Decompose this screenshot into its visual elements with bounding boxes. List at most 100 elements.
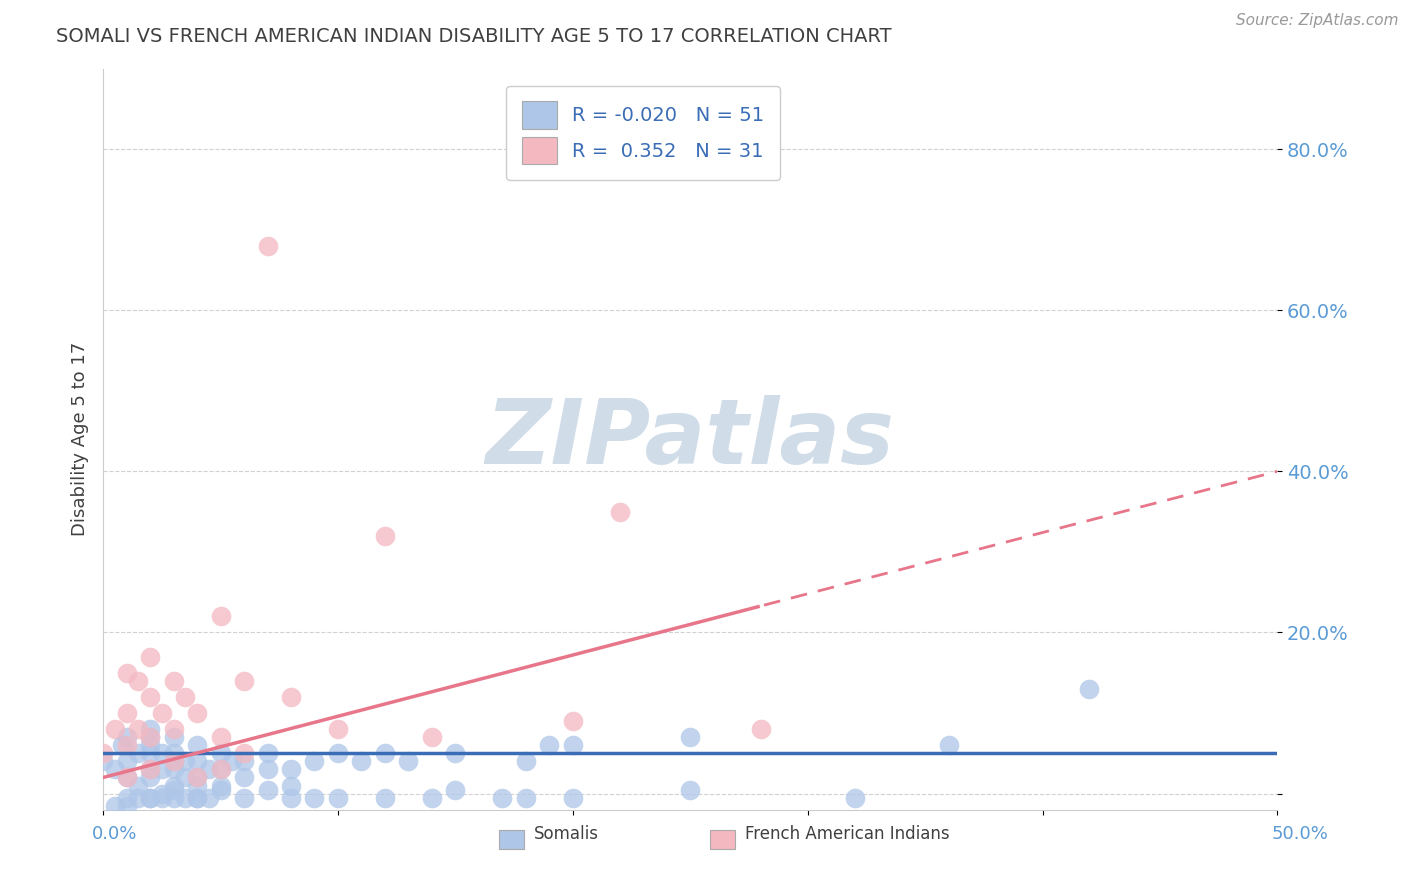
- Point: [209, 609, 232, 624]
- Point: [515, 755, 537, 769]
- Point: [749, 722, 772, 736]
- Point: [174, 771, 197, 785]
- Point: [174, 790, 197, 805]
- Point: [162, 779, 184, 793]
- Point: [162, 755, 184, 769]
- Point: [256, 763, 278, 777]
- Point: [186, 706, 208, 720]
- Point: [186, 790, 208, 805]
- Point: [127, 673, 149, 688]
- Text: French American Indians: French American Indians: [745, 825, 950, 843]
- Point: [198, 790, 221, 805]
- Point: [127, 790, 149, 805]
- Point: [91, 755, 114, 769]
- Point: [139, 747, 162, 761]
- Point: [174, 690, 197, 704]
- Point: [209, 763, 232, 777]
- Point: [139, 790, 162, 805]
- Point: [139, 763, 162, 777]
- Point: [280, 790, 302, 805]
- Point: [938, 738, 960, 752]
- Point: [115, 790, 138, 805]
- Text: SOMALI VS FRENCH AMERICAN INDIAN DISABILITY AGE 5 TO 17 CORRELATION CHART: SOMALI VS FRENCH AMERICAN INDIAN DISABIL…: [56, 27, 891, 45]
- Point: [150, 787, 173, 801]
- Point: [162, 730, 184, 744]
- Point: [162, 673, 184, 688]
- Point: [209, 747, 232, 761]
- Legend: R = -0.020   N = 51, R =  0.352   N = 31: R = -0.020 N = 51, R = 0.352 N = 31: [506, 86, 780, 179]
- Point: [174, 755, 197, 769]
- Point: [280, 779, 302, 793]
- Point: [162, 763, 184, 777]
- Point: [115, 798, 138, 813]
- Point: [209, 730, 232, 744]
- Point: [186, 771, 208, 785]
- Point: [420, 730, 443, 744]
- Point: [209, 763, 232, 777]
- Point: [150, 706, 173, 720]
- Point: [115, 665, 138, 680]
- Point: [186, 779, 208, 793]
- Point: [115, 730, 138, 744]
- Point: [561, 714, 583, 728]
- Point: [139, 738, 162, 752]
- Point: [326, 790, 349, 805]
- Point: [162, 747, 184, 761]
- Point: [256, 782, 278, 797]
- Point: [162, 722, 184, 736]
- Point: [115, 771, 138, 785]
- Point: [233, 747, 256, 761]
- Point: [150, 747, 173, 761]
- Point: [209, 782, 232, 797]
- Point: [561, 790, 583, 805]
- Point: [561, 738, 583, 752]
- Point: [609, 505, 631, 519]
- Point: [139, 771, 162, 785]
- Point: [104, 763, 127, 777]
- Text: 0.0%: 0.0%: [91, 825, 136, 843]
- Point: [350, 755, 373, 769]
- Point: [256, 747, 278, 761]
- Text: ZIPatlas: ZIPatlas: [485, 395, 894, 483]
- Point: [1078, 681, 1101, 696]
- Point: [221, 755, 243, 769]
- Point: [374, 747, 396, 761]
- Point: [396, 755, 419, 769]
- Point: [139, 690, 162, 704]
- Point: [115, 738, 138, 752]
- Point: [186, 771, 208, 785]
- Text: 50.0%: 50.0%: [1272, 825, 1329, 843]
- Point: [162, 755, 184, 769]
- Point: [491, 790, 513, 805]
- Point: [186, 755, 208, 769]
- Point: [515, 790, 537, 805]
- Point: [538, 738, 561, 752]
- Text: Somalis: Somalis: [534, 825, 599, 843]
- Point: [139, 730, 162, 744]
- Point: [162, 790, 184, 805]
- Point: [233, 673, 256, 688]
- Point: [111, 738, 134, 752]
- Point: [679, 730, 702, 744]
- Text: Source: ZipAtlas.com: Source: ZipAtlas.com: [1236, 13, 1399, 29]
- Point: [198, 763, 221, 777]
- Point: [844, 790, 866, 805]
- Point: [104, 798, 127, 813]
- Point: [233, 771, 256, 785]
- Point: [104, 722, 127, 736]
- Point: [115, 771, 138, 785]
- Point: [233, 790, 256, 805]
- Point: [139, 763, 162, 777]
- Point: [679, 782, 702, 797]
- Point: [139, 722, 162, 736]
- Point: [127, 779, 149, 793]
- Point: [139, 790, 162, 805]
- Point: [444, 747, 467, 761]
- Point: [326, 747, 349, 761]
- Point: [150, 790, 173, 805]
- Point: [127, 722, 149, 736]
- Point: [139, 649, 162, 664]
- Point: [115, 755, 138, 769]
- Point: [326, 722, 349, 736]
- Point: [304, 790, 326, 805]
